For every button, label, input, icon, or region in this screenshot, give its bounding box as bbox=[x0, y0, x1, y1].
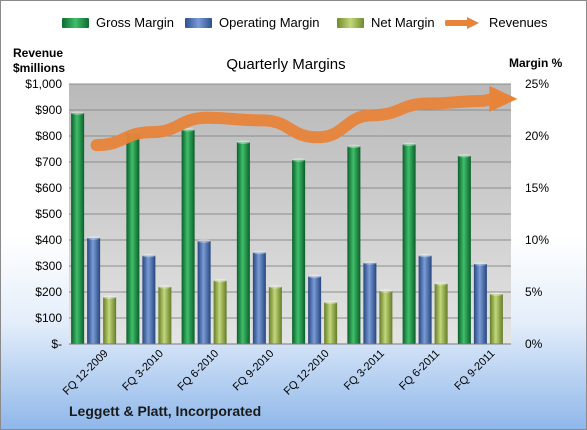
bar-net-margin bbox=[379, 290, 393, 344]
bar-cap-operating-margin bbox=[363, 261, 377, 265]
bar-operating-margin bbox=[252, 252, 266, 344]
company-name: Leggett & Platt, Incorporated bbox=[69, 403, 262, 419]
bar-operating-margin bbox=[142, 255, 156, 344]
bar-net-margin bbox=[324, 302, 338, 344]
bar-cap-net-margin bbox=[158, 285, 172, 289]
legend: Gross Margin Operating Margin Net Margin… bbox=[1, 15, 586, 37]
bar-operating-margin bbox=[473, 263, 487, 344]
y-left-tick-label: $900 bbox=[35, 103, 62, 117]
bar-cap-net-margin bbox=[379, 289, 393, 293]
y-right-tick-label: 20% bbox=[525, 129, 549, 143]
x-tick-label: FQ 3-2011 bbox=[342, 348, 387, 393]
bar-gross-margin bbox=[292, 159, 306, 344]
bar-cap-operating-margin bbox=[308, 274, 322, 279]
bar-cap-net-margin bbox=[324, 300, 338, 305]
y-left-tick-label: $600 bbox=[35, 181, 62, 195]
bar-gross-margin bbox=[402, 144, 416, 344]
y-left-axis-label: Revenue $millions bbox=[13, 46, 65, 76]
y-right-axis-label: Margin % bbox=[509, 56, 563, 70]
chart-title: Quarterly Margins bbox=[226, 56, 346, 73]
revenue-arrowhead bbox=[489, 85, 518, 112]
legend-item-revenues: Revenues bbox=[445, 15, 548, 30]
y-left-tick-label: $1,000 bbox=[25, 77, 62, 91]
legend-item-operating-margin: Operating Margin bbox=[185, 15, 319, 30]
legend-swatch-gross-margin bbox=[62, 17, 89, 28]
bar-gross-margin bbox=[457, 155, 471, 344]
bar-cap-gross-margin bbox=[347, 144, 361, 149]
y-left-tick-label: $100 bbox=[35, 311, 62, 325]
x-tick-label: FQ 6-2010 bbox=[176, 348, 222, 394]
y-left-tick-label: $400 bbox=[35, 233, 62, 247]
x-tick-label: FQ 12-2010 bbox=[282, 348, 332, 398]
legend-label-gross-margin: Gross Margin bbox=[96, 15, 175, 30]
bar-net-margin bbox=[103, 297, 117, 344]
bar-net-margin bbox=[268, 286, 282, 344]
y-right-tick-label: 25% bbox=[525, 77, 549, 91]
legend-swatch-net-margin bbox=[337, 17, 364, 28]
bar-cap-gross-margin bbox=[457, 153, 471, 158]
bar-net-margin bbox=[158, 286, 172, 344]
bar-cap-net-margin bbox=[489, 292, 503, 296]
bar-cap-operating-margin bbox=[142, 253, 156, 258]
bar-net-margin bbox=[434, 283, 448, 344]
y-left-tick-label: $300 bbox=[35, 259, 62, 273]
y-right-tick-label: 10% bbox=[525, 233, 549, 247]
bar-cap-gross-margin bbox=[402, 142, 416, 147]
legend-label-operating-margin: Operating Margin bbox=[219, 15, 320, 30]
y-left-tick-label: $700 bbox=[35, 155, 62, 169]
bar-gross-margin bbox=[71, 113, 85, 345]
bar-net-margin bbox=[213, 280, 227, 344]
bar-operating-margin bbox=[363, 262, 377, 344]
bar-cap-gross-margin bbox=[71, 111, 85, 115]
x-tick-label: FQ 12-2009 bbox=[61, 348, 111, 398]
bar-operating-margin bbox=[418, 255, 432, 344]
y-left-axis-label-line2: $millions bbox=[13, 61, 66, 75]
y-left-axis-label-line1: Revenue bbox=[13, 46, 64, 60]
legend-label-revenues: Revenues bbox=[489, 15, 548, 30]
bar-net-margin bbox=[489, 294, 503, 344]
legend-swatch-operating-margin bbox=[185, 17, 212, 28]
bar-cap-operating-margin bbox=[418, 253, 432, 258]
legend-label-net-margin: Net Margin bbox=[371, 15, 435, 30]
y-left-tick-label: $500 bbox=[35, 207, 62, 221]
y-right-tick-label: 0% bbox=[525, 337, 543, 351]
x-tick-label: FQ 9-2011 bbox=[452, 348, 497, 393]
bar-cap-net-margin bbox=[213, 278, 227, 283]
x-tick-label: FQ 9-2010 bbox=[231, 348, 277, 394]
bar-gross-margin bbox=[347, 146, 361, 344]
bar-cap-gross-margin bbox=[292, 158, 306, 162]
y-right-tick-label: 15% bbox=[525, 181, 549, 195]
bar-cap-operating-margin bbox=[87, 236, 101, 240]
legend-item-net-margin: Net Margin bbox=[337, 15, 435, 30]
y-left-tick-label: $800 bbox=[35, 129, 62, 143]
x-tick-label: FQ 6-2011 bbox=[397, 348, 442, 393]
bar-gross-margin bbox=[126, 132, 140, 344]
bar-cap-gross-margin bbox=[236, 140, 250, 145]
bar-gross-margin bbox=[236, 142, 250, 344]
revenue-line bbox=[90, 92, 500, 152]
bar-gross-margin bbox=[181, 129, 195, 344]
bar-cap-operating-margin bbox=[473, 262, 487, 266]
legend-arrow-icon bbox=[445, 16, 479, 29]
bar-cap-net-margin bbox=[434, 281, 448, 286]
bar-operating-margin bbox=[87, 237, 101, 344]
y-left-tick-label: $- bbox=[51, 337, 62, 351]
bar-cap-operating-margin bbox=[197, 239, 211, 243]
x-tick-label: FQ 3-2010 bbox=[120, 348, 166, 394]
bar-operating-margin bbox=[197, 241, 211, 344]
y-right-tick-label: 5% bbox=[525, 285, 543, 299]
bar-cap-operating-margin bbox=[252, 250, 266, 255]
bar-cap-net-margin bbox=[103, 295, 117, 300]
y-left-tick-label: $200 bbox=[35, 285, 62, 299]
legend-item-gross-margin: Gross Margin bbox=[62, 15, 174, 30]
bar-operating-margin bbox=[308, 276, 322, 344]
bar-cap-net-margin bbox=[268, 285, 282, 289]
